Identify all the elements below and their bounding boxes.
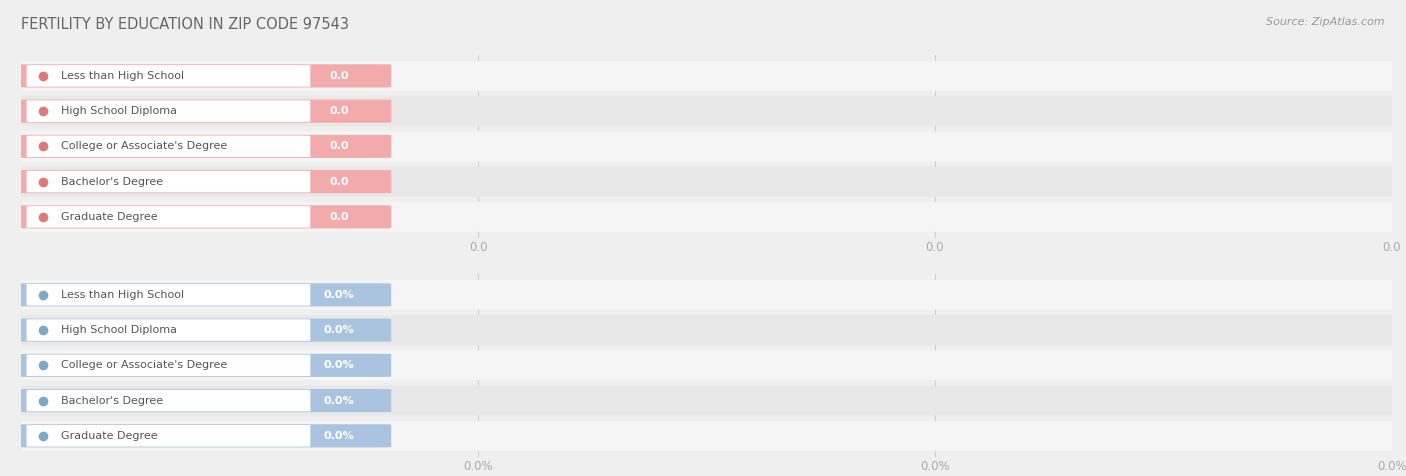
Text: 0.0%: 0.0%: [323, 325, 354, 335]
FancyBboxPatch shape: [14, 315, 1399, 345]
Text: 0.0: 0.0: [329, 212, 349, 222]
FancyBboxPatch shape: [14, 61, 1399, 91]
Text: College or Associate's Degree: College or Associate's Degree: [60, 360, 228, 370]
Text: 0.0%: 0.0%: [323, 396, 354, 406]
FancyBboxPatch shape: [27, 100, 311, 122]
Text: Less than High School: Less than High School: [60, 290, 184, 300]
Text: High School Diploma: High School Diploma: [60, 325, 177, 335]
Text: Graduate Degree: Graduate Degree: [60, 212, 157, 222]
FancyBboxPatch shape: [27, 284, 311, 306]
FancyBboxPatch shape: [14, 202, 1399, 232]
FancyBboxPatch shape: [20, 135, 391, 158]
FancyBboxPatch shape: [14, 131, 1399, 161]
FancyBboxPatch shape: [14, 421, 1399, 451]
Text: Source: ZipAtlas.com: Source: ZipAtlas.com: [1267, 17, 1385, 27]
Text: Graduate Degree: Graduate Degree: [60, 431, 157, 441]
Text: Less than High School: Less than High School: [60, 71, 184, 81]
FancyBboxPatch shape: [27, 206, 311, 228]
Text: 0.0: 0.0: [329, 177, 349, 187]
FancyBboxPatch shape: [20, 64, 391, 88]
Text: 0.0%: 0.0%: [323, 290, 354, 300]
Text: 0.0: 0.0: [329, 141, 349, 151]
Text: High School Diploma: High School Diploma: [60, 106, 177, 116]
Text: 0.0%: 0.0%: [323, 431, 354, 441]
Text: College or Associate's Degree: College or Associate's Degree: [60, 141, 228, 151]
FancyBboxPatch shape: [20, 99, 391, 123]
FancyBboxPatch shape: [20, 389, 391, 412]
FancyBboxPatch shape: [27, 65, 311, 87]
FancyBboxPatch shape: [14, 386, 1399, 416]
FancyBboxPatch shape: [27, 319, 311, 341]
FancyBboxPatch shape: [27, 171, 311, 192]
FancyBboxPatch shape: [14, 167, 1399, 197]
FancyBboxPatch shape: [20, 170, 391, 193]
FancyBboxPatch shape: [20, 205, 391, 228]
FancyBboxPatch shape: [27, 355, 311, 376]
Text: FERTILITY BY EDUCATION IN ZIP CODE 97543: FERTILITY BY EDUCATION IN ZIP CODE 97543: [21, 17, 349, 32]
Text: 0.0: 0.0: [329, 71, 349, 81]
FancyBboxPatch shape: [20, 318, 391, 342]
FancyBboxPatch shape: [20, 424, 391, 447]
FancyBboxPatch shape: [14, 96, 1399, 126]
FancyBboxPatch shape: [27, 425, 311, 446]
Text: 0.0%: 0.0%: [323, 360, 354, 370]
FancyBboxPatch shape: [27, 390, 311, 411]
FancyBboxPatch shape: [20, 354, 391, 377]
FancyBboxPatch shape: [14, 350, 1399, 380]
FancyBboxPatch shape: [20, 283, 391, 307]
FancyBboxPatch shape: [27, 136, 311, 157]
Text: Bachelor's Degree: Bachelor's Degree: [60, 177, 163, 187]
FancyBboxPatch shape: [14, 280, 1399, 310]
Text: 0.0: 0.0: [329, 106, 349, 116]
Text: Bachelor's Degree: Bachelor's Degree: [60, 396, 163, 406]
